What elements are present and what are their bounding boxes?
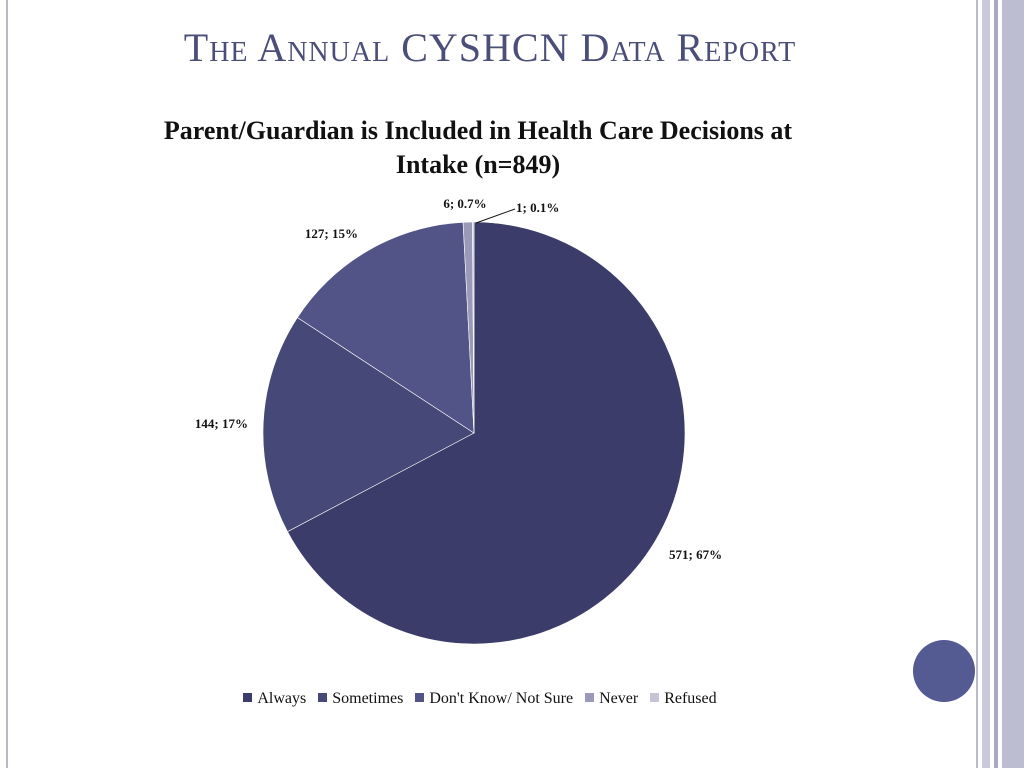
legend-swatch (585, 693, 595, 702)
legend-label: Sometimes (332, 690, 404, 707)
legend-item-refused: Refused (650, 690, 717, 708)
data-label-don-t-know-not-sure: 127; 15% (305, 226, 358, 241)
data-label-always: 571; 67% (669, 547, 722, 562)
pie-slice-refused (472, 221, 475, 434)
pie-slice-don-t-know-not-sure (296, 221, 475, 434)
chart-title: Parent/Guardian is Included in Health Ca… (163, 116, 793, 179)
pie-slice-always (287, 221, 686, 645)
decorative-circle (913, 640, 975, 702)
legend-item-don-t-know-not-sure: Don't Know/ Not Sure (415, 690, 573, 708)
legend-item-always: Always (243, 690, 306, 708)
stripe (994, 0, 998, 768)
decorative-stripes (974, 0, 1024, 768)
legend-swatch (243, 693, 253, 702)
stripe (982, 0, 990, 768)
slide-title: The Annual CYSHCN Data Report (183, 25, 797, 70)
legend-label: Don't Know/ Not Sure (429, 690, 574, 707)
legend-swatch (318, 693, 328, 702)
legend-label: Never (599, 690, 639, 707)
pie-slice-sometimes (262, 317, 475, 533)
data-label-leader-line (475, 208, 516, 224)
legend-item-sometimes: Sometimes (318, 690, 403, 708)
legend-swatch (415, 693, 425, 702)
stripe (976, 0, 978, 768)
data-label-never: 6; 0.7% (443, 196, 486, 211)
legend-item-never: Never (585, 690, 638, 708)
data-label-sometimes: 144; 17% (195, 416, 248, 431)
chart-legend: Always Sometimes Don't Know/ Not Sure Never… (0, 690, 960, 708)
legend-swatch (650, 693, 660, 702)
legend-label: Always (257, 690, 307, 707)
slide-frame-line (6, 0, 8, 768)
legend-label: Refused (664, 690, 717, 707)
data-label-refused: 1; 0.1% (516, 200, 559, 215)
stripe (1002, 0, 1024, 768)
